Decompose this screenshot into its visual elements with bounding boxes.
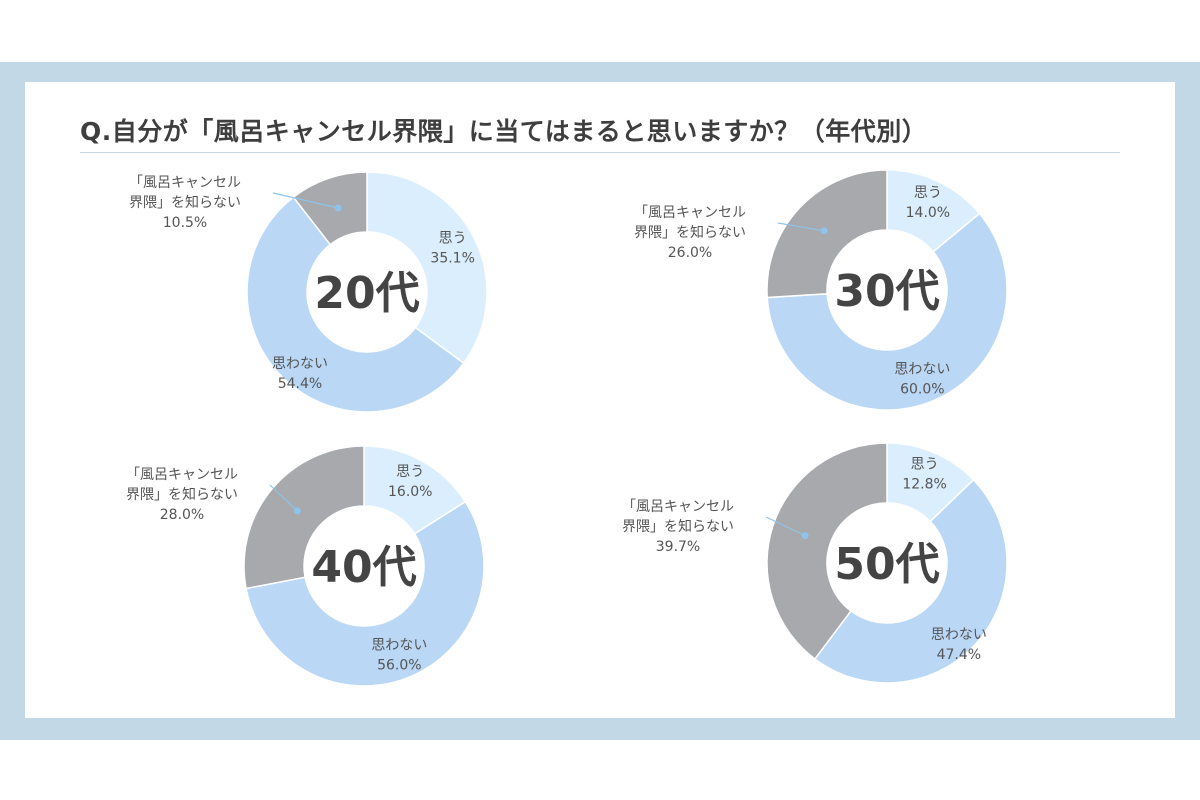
donut-slice-shiranai [766,442,888,660]
slice-label-omowanai: 思わない [894,361,950,377]
slice-label-omowanai: 思わない [931,627,987,643]
donut-slice-shiranai [292,171,368,246]
slice-value-omou: 12.8% [902,477,946,493]
slice-label-omou: 思う [911,457,939,473]
donut-slice-omowanai [245,500,485,687]
callout-dot [334,204,342,212]
donut-slice-omowanai [766,212,1008,411]
slice-label-shiranai-line2: 界隈」を知らない [129,194,241,211]
slice-label-shiranai-line2: 界隈」を知らない [622,518,734,535]
callout-dot [293,507,301,515]
slice-label-omowanai: 思わない [272,356,328,372]
slice-label-omowanai: 思わない [371,637,427,653]
donut-slice-shiranai [243,445,365,590]
slice-value-omou: 14.0% [906,205,950,221]
slice-label-omou: 思う [396,464,424,480]
slice-value-omou: 16.0% [388,484,432,500]
center-label: 20代 [314,268,419,319]
slice-value-shiranai: 39.7% [656,539,700,555]
page-title: Q.自分が「風呂キャンセル界隈」に当てはまると思いますか？（年代別） [80,117,928,146]
callout-leader-line [777,222,825,232]
slice-value-shiranai: 26.0% [668,245,712,261]
center-label: 30代 [834,266,939,317]
donut-slice-shiranai [766,169,888,299]
donut-slice-omowanai [813,478,1008,684]
callout-leader-line [269,484,298,512]
slice-value-omowanai: 54.4% [278,376,322,392]
donut-slice-omou [366,171,488,365]
slice-label-shiranai-line2: 界隈」を知らない [634,224,746,241]
title-divider [80,152,1120,153]
callout-leader-line [272,192,339,209]
slice-value-omowanai: 56.0% [377,657,421,673]
slice-label-shiranai-line1: 「風呂キャンセル [126,467,238,483]
donut-slice-omowanai [246,196,465,413]
callout-leader-line [765,516,806,537]
slice-label-omou: 思う [914,185,942,201]
callout-dot [801,532,809,540]
center-label: 40代 [311,542,416,593]
slice-value-shiranai: 10.5% [163,215,207,231]
slice-value-omowanai: 60.0% [900,381,944,397]
slice-value-omou: 35.1% [430,251,474,267]
donut-chart: 30代 思う 14.0% 思わない 60.0% 「風呂キャンセル界隈」を知らない 26.0% [634,169,1008,411]
slice-value-shiranai: 28.0% [160,507,204,523]
slice-label-shiranai-line1: 「風呂キャンセル [622,499,734,515]
slice-label-shiranai-line2: 界隈」を知らない [126,486,238,503]
donut-chart: 40代 思う 16.0% 思わない 56.0% 「風呂キャンセル界隈」を知らない 28.0% [126,445,485,687]
callout-dot [820,227,828,235]
slice-label-shiranai-line1: 「風呂キャンセル [129,175,241,191]
slice-label-shiranai-line1: 「風呂キャンセル [634,205,746,221]
center-label: 50代 [834,539,939,590]
slice-value-omowanai: 47.4% [937,647,981,663]
slice-label-omou: 思う [439,231,467,247]
donut-chart: 50代 思う 12.8% 思わない 47.4% 「風呂キャンセル界隈」を知らない 39.7% [622,442,1008,684]
donut-chart: 20代 思う 35.1% 思わない 54.4% 「風呂キャンセル界隈」を知らない 10.5% [129,171,488,413]
